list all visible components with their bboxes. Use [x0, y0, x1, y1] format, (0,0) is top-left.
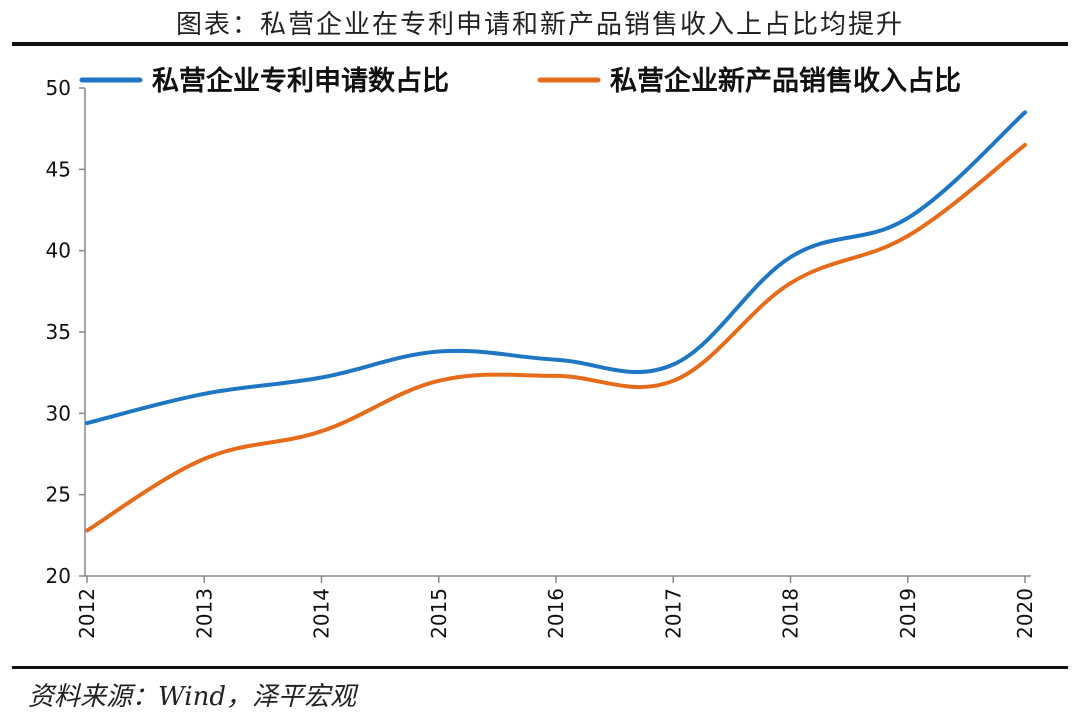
x-tick-label: 2016 — [544, 588, 568, 639]
legend-label-2: 私营企业新产品销售收入占比 — [610, 65, 961, 97]
top-rule — [12, 42, 1068, 46]
y-tick-label: 45 — [46, 157, 71, 181]
x-tick-label: 2017 — [661, 588, 685, 639]
x-tick-label: 2018 — [779, 588, 803, 639]
series-line-1 — [85, 110, 1027, 426]
x-tick-label: 2014 — [310, 588, 334, 639]
y-tick-label: 20 — [46, 564, 71, 588]
source-note: 资料来源：Wind，泽平宏观 — [28, 682, 356, 712]
y-tick-label: 30 — [46, 401, 71, 425]
y-tick-label: 35 — [46, 320, 71, 344]
y-tick-label: 50 — [46, 76, 71, 100]
series-line-2 — [85, 142, 1027, 533]
x-tick-label: 2019 — [896, 588, 920, 639]
x-tick-label: 2020 — [1013, 588, 1037, 639]
legend-label-1: 私营企业专利申请数占比 — [152, 65, 449, 97]
x-tick-label: 2012 — [75, 588, 99, 639]
y-tick-label: 25 — [46, 483, 71, 507]
bottom-rule — [12, 666, 1068, 669]
y-tick-label: 40 — [46, 239, 71, 263]
chart-title: 图表：私营企业在专利申请和新产品销售收入上占比均提升 — [175, 10, 904, 40]
axes: 20 25 30 35 40 45 50 2012 2013 2014 2015 2016 2017 20… — [46, 76, 1037, 639]
x-tick-label: 2013 — [192, 588, 216, 639]
legend: 私营企业专利申请数占比 私营企业新产品销售收入占比 — [79, 65, 961, 97]
x-tick-label: 2015 — [427, 588, 451, 639]
series-lines — [85, 110, 1027, 533]
